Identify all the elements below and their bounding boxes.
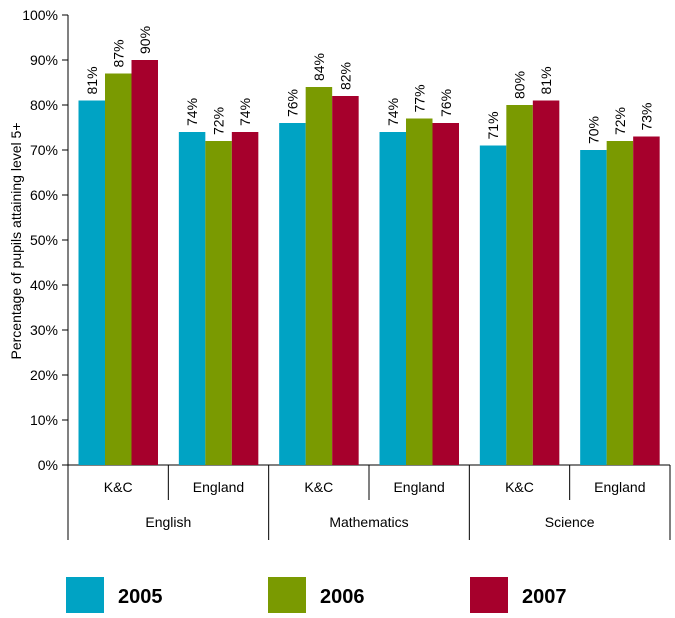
- bar: [432, 123, 459, 465]
- bar: [105, 73, 132, 465]
- y-tick-label: 50%: [30, 232, 58, 248]
- data-label: 74%: [184, 98, 200, 126]
- y-tick-label: 10%: [30, 412, 58, 428]
- x-category-label: England: [193, 479, 244, 495]
- data-label: 70%: [585, 116, 601, 144]
- bar: [633, 136, 660, 465]
- bar: [506, 105, 533, 465]
- y-tick-label: 30%: [30, 322, 58, 338]
- data-label: 81%: [84, 66, 100, 94]
- y-tick-label: 20%: [30, 367, 58, 383]
- x-category-label: K&C: [104, 479, 133, 495]
- y-tick-label: 90%: [30, 52, 58, 68]
- bar: [78, 100, 105, 465]
- data-label: 82%: [337, 62, 353, 90]
- bar: [406, 118, 433, 465]
- bar: [580, 150, 607, 465]
- data-label: 80%: [512, 71, 528, 99]
- y-tick-label: 0%: [38, 457, 58, 473]
- legend-swatch: [470, 577, 508, 613]
- bar: [231, 132, 259, 465]
- x-category-label: K&C: [304, 479, 333, 495]
- x-category-label: England: [594, 479, 645, 495]
- y-tick-label: 80%: [30, 97, 58, 113]
- y-tick-label: 40%: [30, 277, 58, 293]
- data-label: 90%: [137, 26, 153, 54]
- legend-swatch: [268, 577, 306, 613]
- data-label: 76%: [284, 89, 300, 117]
- y-tick-label: 70%: [30, 142, 58, 158]
- data-label: 72%: [211, 107, 227, 135]
- legend-label: 2005: [118, 586, 163, 608]
- data-label: 81%: [538, 66, 554, 94]
- bar: [606, 141, 634, 465]
- data-label: 73%: [638, 102, 654, 130]
- bar: [131, 60, 158, 465]
- data-label: 74%: [385, 98, 401, 126]
- x-group-label: Mathematics: [329, 514, 408, 530]
- bar: [532, 100, 560, 465]
- data-label: 71%: [485, 111, 501, 139]
- bar: [305, 87, 333, 465]
- y-tick-label: 60%: [30, 187, 58, 203]
- bar: [279, 123, 306, 465]
- x-group-label: English: [145, 514, 191, 530]
- x-category-label: K&C: [505, 479, 534, 495]
- data-label: 72%: [612, 107, 628, 135]
- data-label: 74%: [237, 98, 253, 126]
- y-tick-label: 100%: [22, 7, 58, 23]
- x-group-label: Science: [545, 514, 595, 530]
- x-category-label: England: [393, 479, 444, 495]
- y-axis-label: Percentage of pupils attaining level 5+: [8, 123, 24, 360]
- bar: [479, 145, 507, 465]
- bar: [178, 132, 206, 465]
- data-label: 76%: [438, 89, 454, 117]
- bar: [379, 132, 406, 465]
- legend-swatch: [66, 577, 104, 613]
- legend-label: 2007: [522, 586, 567, 608]
- data-label: 84%: [311, 53, 327, 81]
- bar: [205, 141, 232, 465]
- data-label: 87%: [110, 39, 126, 67]
- data-label: 77%: [411, 84, 427, 112]
- legend-label: 2006: [320, 586, 365, 608]
- bar: [332, 96, 359, 465]
